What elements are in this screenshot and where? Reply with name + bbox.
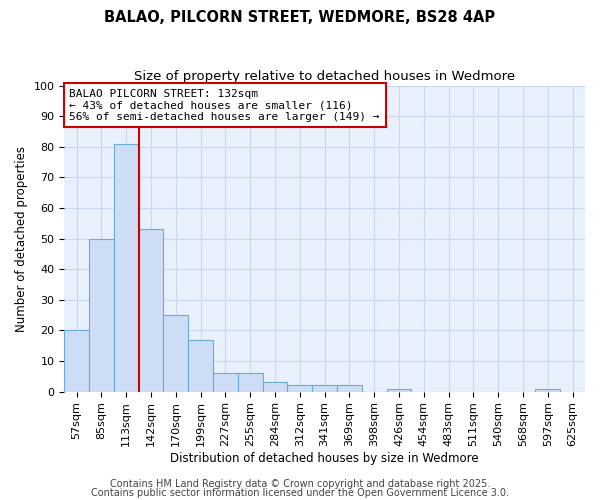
Bar: [114, 144, 139, 392]
Text: Contains public sector information licensed under the Open Government Licence 3.: Contains public sector information licen…: [91, 488, 509, 498]
Bar: [139, 230, 163, 392]
Text: BALAO PILCORN STREET: 132sqm
← 43% of detached houses are smaller (116)
56% of s: BALAO PILCORN STREET: 132sqm ← 43% of de…: [70, 88, 380, 122]
Bar: [213, 373, 238, 392]
Bar: [337, 386, 362, 392]
Bar: [89, 238, 114, 392]
Bar: [287, 386, 312, 392]
Bar: [535, 388, 560, 392]
Title: Size of property relative to detached houses in Wedmore: Size of property relative to detached ho…: [134, 70, 515, 83]
Bar: [163, 315, 188, 392]
X-axis label: Distribution of detached houses by size in Wedmore: Distribution of detached houses by size …: [170, 452, 479, 465]
Bar: [238, 373, 263, 392]
Text: BALAO, PILCORN STREET, WEDMORE, BS28 4AP: BALAO, PILCORN STREET, WEDMORE, BS28 4AP: [104, 10, 496, 25]
Bar: [312, 386, 337, 392]
Bar: [188, 340, 213, 392]
Bar: [386, 388, 412, 392]
Bar: [263, 382, 287, 392]
Text: Contains HM Land Registry data © Crown copyright and database right 2025.: Contains HM Land Registry data © Crown c…: [110, 479, 490, 489]
Y-axis label: Number of detached properties: Number of detached properties: [15, 146, 28, 332]
Bar: [64, 330, 89, 392]
